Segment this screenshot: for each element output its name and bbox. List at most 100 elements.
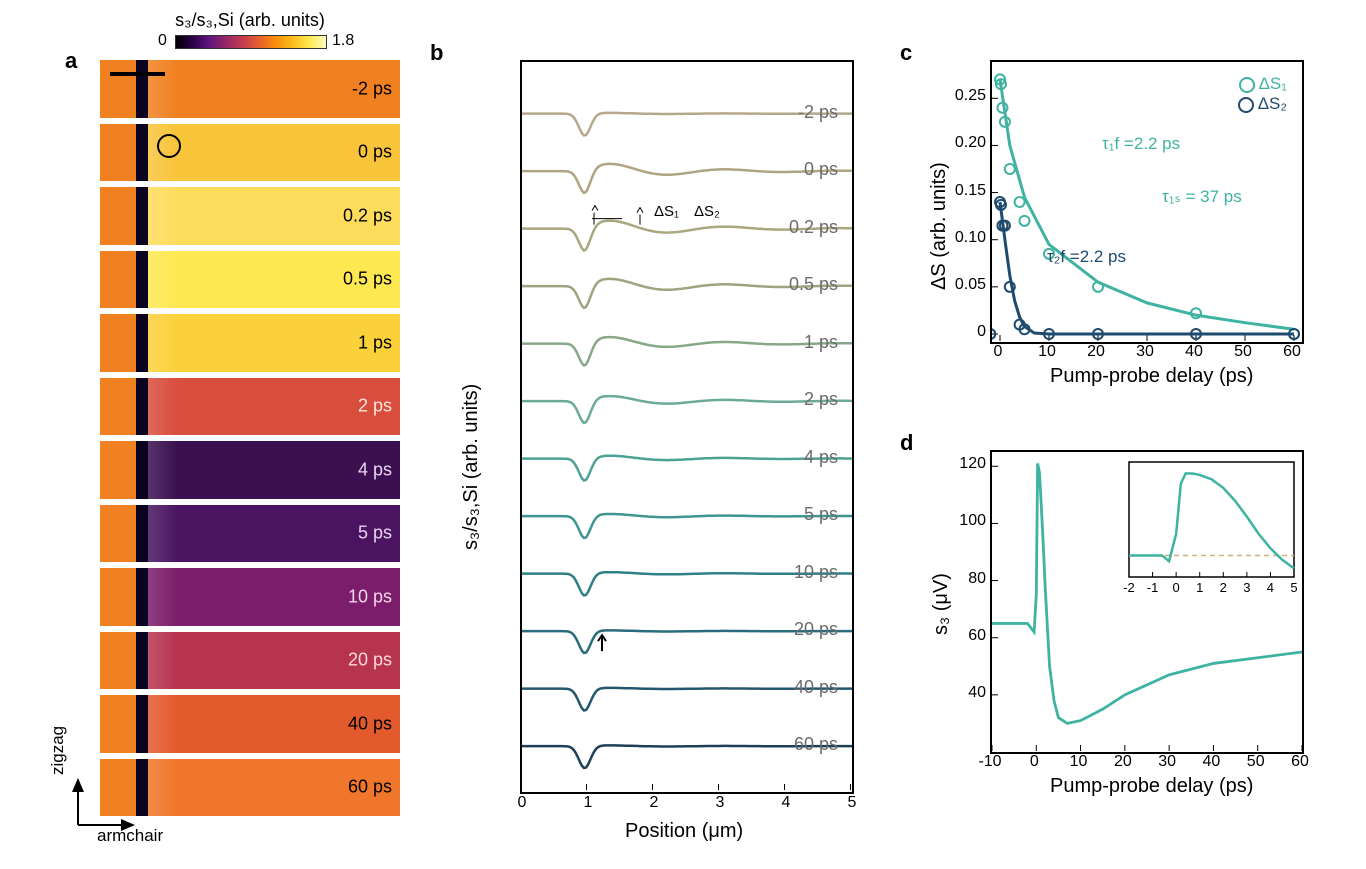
- panel-d-xtick: 60: [1286, 753, 1314, 771]
- axis-label-zigzag: zigzag: [48, 726, 68, 775]
- panel-b-xtick: 5: [842, 794, 862, 812]
- heatmap-delay-label: 0 ps: [358, 142, 392, 163]
- data-point: [1005, 164, 1015, 174]
- scale-bar: [110, 72, 165, 76]
- fit-curve: [1000, 202, 1294, 334]
- panel-d-ytick: 120: [950, 455, 986, 473]
- heatmap-left-strip: [100, 441, 136, 499]
- heatmap-row: 10 ps: [100, 568, 400, 626]
- heatmap-fringe: [148, 632, 178, 690]
- heatmap-fringe: [148, 187, 178, 245]
- panel-c-ytick: 0.25: [942, 87, 986, 105]
- trace-delay-label: 20 ps: [794, 619, 838, 640]
- panel-c-ytick: 0.10: [942, 229, 986, 247]
- trace-line: [522, 337, 852, 365]
- inset-xtick: 3: [1243, 580, 1250, 595]
- trace-delay-label: 1 ps: [804, 332, 838, 353]
- panel-b-xlabel: Position (μm): [625, 820, 743, 843]
- heatmap-edge: [136, 695, 148, 753]
- data-point: [1015, 197, 1025, 207]
- inset-xtick: 5: [1290, 580, 1297, 595]
- heatmap-row: 0.2 ps: [100, 187, 400, 245]
- panel-b-xtick: 3: [710, 794, 730, 812]
- trace-delay-label: 40 ps: [794, 677, 838, 698]
- trace-line: [522, 396, 852, 423]
- heatmap-delay-label: 60 ps: [348, 777, 392, 798]
- heatmap-row: 4 ps: [100, 441, 400, 499]
- heatmap-delay-label: 5 ps: [358, 523, 392, 544]
- trace-delay-label: 10 ps: [794, 562, 838, 583]
- panel-d-xtick: 30: [1153, 753, 1181, 771]
- panel-c-ytick: 0: [942, 323, 986, 341]
- heatmap-row: 1 ps: [100, 314, 400, 372]
- marker-circle: [157, 134, 181, 158]
- panel-label-c: c: [900, 40, 912, 66]
- heatmap-edge: [136, 124, 148, 182]
- figure: { "panelA": { "label": "a", "colorbar": …: [0, 0, 1366, 869]
- panel-d-xlabel: Pump-probe delay (ps): [1050, 775, 1253, 798]
- heatmap-edge: [136, 251, 148, 309]
- heatmap-left-strip: [100, 695, 136, 753]
- trace-line: [522, 514, 852, 538]
- axis-label-armchair: armchair: [97, 826, 163, 846]
- panel-c-ytick: 0.15: [942, 182, 986, 200]
- panel-d-ytick: 40: [950, 684, 986, 702]
- heatmap-edge: [136, 314, 148, 372]
- trace-line: [522, 164, 852, 193]
- heatmap-edge: [136, 568, 148, 626]
- heatmap-row: 0 ps: [100, 124, 400, 182]
- panel-b-xtick: 4: [776, 794, 796, 812]
- heatmap-left-strip: [100, 568, 136, 626]
- colorbar-tick-max: 1.8: [332, 32, 354, 50]
- panel-label-d: d: [900, 430, 913, 456]
- panel-b-ylabel: s₃/s₃,Si (arb. units): [460, 384, 483, 550]
- panel-b-xtick: 2: [644, 794, 664, 812]
- heatmap-delay-label: 1 ps: [358, 332, 392, 353]
- trace-delay-label: 60 ps: [794, 734, 838, 755]
- heatmap-fringe: [148, 505, 178, 563]
- heatmap-left-strip: [100, 632, 136, 690]
- heatmap-left-strip: [100, 60, 136, 118]
- heatmap-delay-label: 10 ps: [348, 586, 392, 607]
- heatmap-edge: [136, 187, 148, 245]
- inset-xtick: 2: [1220, 580, 1227, 595]
- panel-label-a: a: [65, 48, 77, 74]
- ds1-label: ΔS₁: [654, 203, 679, 220]
- inset-xtick: -1: [1147, 580, 1159, 595]
- heatmap-fringe: [148, 378, 178, 436]
- heatmap-fringe: [148, 60, 178, 118]
- panel-b-frame: -2 ps0 ps0.2 ps0.5 ps1 ps2 ps4 ps5 ps10 …: [520, 60, 854, 794]
- panel-c-xtick: 0: [986, 343, 1010, 361]
- panel-d-xtick: -10: [976, 753, 1004, 771]
- panel-d-ytick: 60: [950, 627, 986, 645]
- panel-b-xtick: 0: [512, 794, 532, 812]
- fit-curve: [1000, 79, 1294, 329]
- panel-c-xtick: 60: [1280, 343, 1304, 361]
- heatmap-row: 40 ps: [100, 695, 400, 753]
- trace-line: [522, 456, 852, 481]
- heatmap-delay-label: 40 ps: [348, 713, 392, 734]
- inset-xtick: 4: [1267, 580, 1274, 595]
- panel-c-xtick: 10: [1035, 343, 1059, 361]
- heatmap-row: 20 ps: [100, 632, 400, 690]
- heatmap-edge: [136, 632, 148, 690]
- trace-delay-label: -2 ps: [798, 102, 838, 123]
- tau-annotation: τ₂f =2.2 ps: [1047, 247, 1126, 267]
- heatmap-row: -2 ps: [100, 60, 400, 118]
- heatmap-edge: [136, 441, 148, 499]
- panel-b-xtick: 1: [578, 794, 598, 812]
- panel-d-xtick: 20: [1109, 753, 1137, 771]
- inset-xtick: -2: [1123, 580, 1135, 595]
- trace-delay-label: 2 ps: [804, 389, 838, 410]
- panel-d-xtick: 50: [1242, 753, 1270, 771]
- trace-delay-label: 5 ps: [804, 504, 838, 525]
- inset-xtick: 0: [1173, 580, 1180, 595]
- heatmap-left-strip: [100, 187, 136, 245]
- panel-d-xtick: 40: [1197, 753, 1225, 771]
- heatmap-fringe: [148, 568, 178, 626]
- heatmap-row: 0.5 ps: [100, 251, 400, 309]
- heatmap-delay-label: -2 ps: [352, 78, 392, 99]
- tau-annotation: τ₁ₛ = 37 ps: [1162, 187, 1242, 207]
- panel-d-frame: -2-1012345: [990, 450, 1304, 754]
- heatmap-fringe: [148, 695, 178, 753]
